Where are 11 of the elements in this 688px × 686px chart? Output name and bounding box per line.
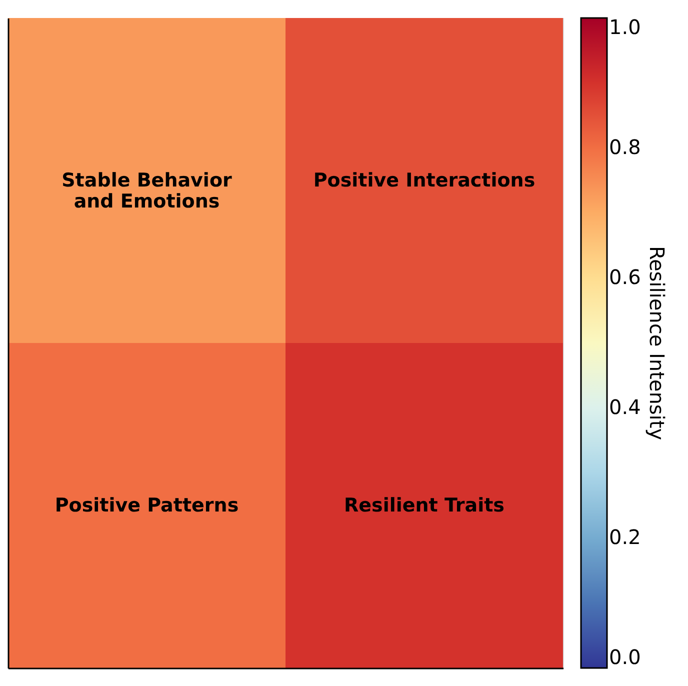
- color-bar-label: 0.2: [609, 525, 641, 549]
- color-bar-label: 0.8: [609, 135, 641, 159]
- color-bar-label: 1.0: [609, 15, 641, 39]
- data-label: Positive Patterns: [54, 494, 239, 516]
- color-bar-label: 0.6: [609, 265, 641, 289]
- color-bar-label: 0.4: [609, 395, 641, 419]
- data-label: Resilient Traits: [344, 494, 504, 516]
- color-bar-label: 0.0: [609, 645, 641, 669]
- data-label: Stable Behavior and Emotions: [62, 170, 232, 212]
- color-bar-title: Resilience Intensity: [645, 246, 669, 440]
- data-label: Positive Interactions: [313, 170, 536, 192]
